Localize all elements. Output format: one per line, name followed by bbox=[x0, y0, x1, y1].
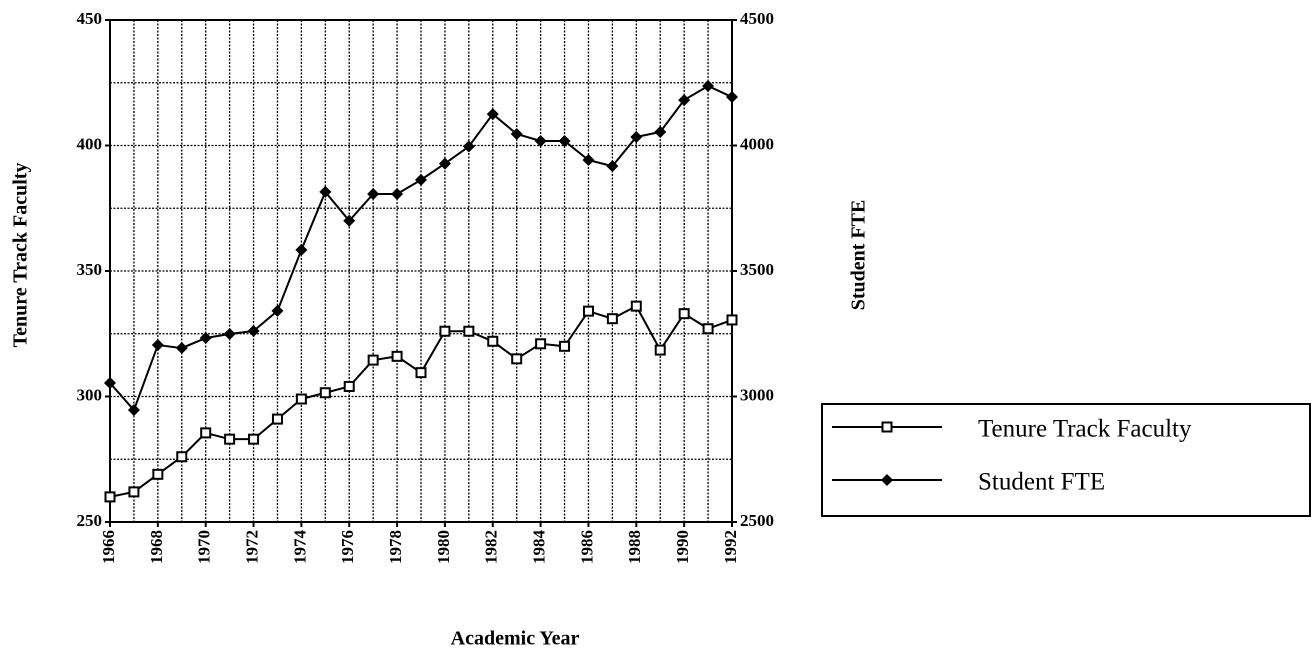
legend-label: Tenure Track Faculty bbox=[978, 416, 1192, 443]
x-tick-label: 1966 bbox=[99, 530, 118, 564]
marker bbox=[176, 451, 188, 463]
x-tick-label: 1978 bbox=[386, 530, 405, 564]
marker bbox=[295, 243, 308, 256]
marker bbox=[462, 140, 475, 153]
marker bbox=[702, 80, 715, 93]
marker bbox=[295, 393, 307, 405]
marker bbox=[606, 160, 619, 173]
marker bbox=[271, 413, 283, 425]
x-tick-label: 1986 bbox=[577, 530, 596, 564]
marker bbox=[678, 94, 691, 107]
marker bbox=[319, 185, 332, 198]
marker bbox=[343, 214, 356, 227]
y-tick-label: 300 bbox=[77, 385, 103, 404]
legend-marker bbox=[881, 421, 893, 433]
y-tick-label: 350 bbox=[77, 260, 103, 279]
marker bbox=[558, 134, 571, 147]
marker bbox=[200, 427, 212, 439]
x-tick-label: 1980 bbox=[434, 530, 453, 564]
marker bbox=[678, 308, 690, 320]
y-tick-label: 450 bbox=[77, 9, 103, 28]
marker bbox=[463, 325, 475, 337]
marker bbox=[415, 367, 427, 379]
marker bbox=[271, 304, 284, 317]
x-tick-label: 1988 bbox=[625, 530, 644, 564]
marker bbox=[726, 314, 738, 326]
y2-tick-label: 3500 bbox=[740, 260, 774, 279]
marker bbox=[439, 325, 451, 337]
marker bbox=[534, 134, 547, 147]
legend-marker bbox=[881, 474, 893, 486]
y-tick-label: 400 bbox=[77, 134, 103, 153]
x-tick-label: 1984 bbox=[530, 530, 549, 565]
marker bbox=[415, 173, 427, 186]
marker bbox=[582, 305, 594, 317]
marker bbox=[319, 387, 331, 399]
marker bbox=[630, 130, 643, 143]
marker bbox=[630, 300, 642, 312]
marker bbox=[367, 354, 379, 366]
marker bbox=[175, 342, 188, 355]
legend-box bbox=[821, 403, 1311, 517]
y2-tick-label: 3000 bbox=[740, 385, 774, 404]
marker bbox=[726, 91, 738, 104]
marker bbox=[224, 433, 236, 445]
x-tick-label: 1970 bbox=[195, 530, 214, 564]
x-tick-label: 1990 bbox=[673, 530, 692, 564]
y-axis-label: Tenure Track Faculty bbox=[10, 163, 32, 348]
marker bbox=[152, 468, 164, 480]
marker bbox=[702, 323, 714, 335]
marker bbox=[654, 125, 667, 138]
marker bbox=[510, 127, 523, 140]
x-tick-label: 1972 bbox=[242, 530, 261, 564]
marker bbox=[511, 353, 523, 365]
y2-tick-label: 4500 bbox=[740, 9, 774, 28]
x-tick-label: 1976 bbox=[338, 530, 357, 564]
x-tick-label: 1982 bbox=[482, 530, 501, 564]
marker bbox=[438, 157, 451, 170]
marker bbox=[606, 313, 618, 325]
marker bbox=[487, 335, 499, 347]
marker bbox=[128, 486, 140, 498]
marker bbox=[248, 433, 260, 445]
x-tick-label: 1968 bbox=[147, 530, 166, 564]
y-tick-label: 250 bbox=[77, 511, 103, 530]
marker bbox=[559, 340, 571, 352]
marker bbox=[199, 332, 212, 345]
marker bbox=[535, 338, 547, 350]
y2-tick-label: 4000 bbox=[740, 134, 774, 153]
marker bbox=[391, 187, 404, 200]
marker bbox=[486, 108, 499, 121]
marker bbox=[343, 380, 355, 392]
marker bbox=[654, 344, 666, 356]
plot-frame bbox=[109, 19, 733, 523]
marker bbox=[127, 404, 140, 417]
x-tick-label: 1992 bbox=[721, 530, 740, 564]
marker bbox=[367, 187, 380, 200]
marker bbox=[223, 328, 236, 341]
x-tick-label: 1974 bbox=[290, 530, 309, 565]
marker bbox=[247, 324, 260, 337]
x-axis-label: Academic Year bbox=[451, 628, 580, 650]
marker bbox=[151, 339, 164, 352]
marker bbox=[391, 350, 403, 362]
marker bbox=[104, 491, 116, 503]
marker bbox=[582, 154, 595, 167]
y2-tick-label: 2500 bbox=[740, 511, 774, 530]
y2-axis-label: Student FTE bbox=[848, 200, 870, 311]
marker bbox=[104, 376, 116, 389]
legend-label: Student FTE bbox=[978, 469, 1105, 496]
